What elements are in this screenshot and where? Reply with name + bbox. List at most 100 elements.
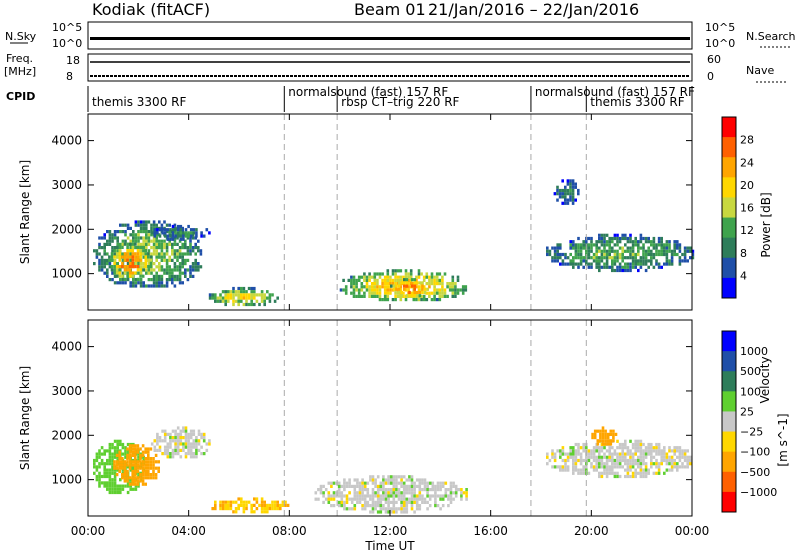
range-time-cell: [174, 436, 177, 440]
range-time-cell: [166, 448, 170, 452]
range-time-cell: [119, 484, 122, 488]
range-time-cell: [613, 256, 617, 260]
colorbar-frame: [721, 330, 737, 513]
range-time-cell: [428, 481, 432, 485]
range-time-cell: [184, 228, 188, 232]
range-time-cell: [460, 491, 463, 495]
range-time-cell: [376, 294, 379, 298]
range-time-cell: [551, 455, 554, 459]
range-time-cell: [577, 442, 580, 447]
range-time-cell: [350, 291, 353, 295]
range-time-cell: [98, 462, 101, 466]
range-time-cell: [128, 444, 132, 448]
range-time-cell: [182, 231, 185, 235]
range-time-cell: [631, 246, 635, 250]
range-time-cell: [365, 278, 369, 282]
range-time-cell: [405, 488, 409, 492]
range-time-cell: [195, 439, 198, 443]
range-time-cell: [132, 242, 135, 246]
range-time-cell: [621, 455, 624, 459]
range-time-cell: [343, 494, 346, 498]
range-time-cell: [626, 268, 630, 273]
range-time-cell: [373, 291, 377, 295]
range-time-cell: [392, 478, 396, 482]
range-time-cell: [108, 239, 112, 243]
range-time-cell: [572, 449, 575, 453]
range-time-cell: [108, 230, 112, 234]
range-time-cell: [596, 439, 600, 443]
range-time-cell: [566, 465, 570, 469]
range-time-cell: [387, 510, 390, 514]
range-time-cell: [582, 442, 585, 447]
range-time-cell: [413, 500, 416, 504]
range-time-cell: [374, 504, 377, 508]
range-time-cell: [250, 290, 253, 294]
range-time-cell: [394, 291, 397, 295]
range-time-cell: [147, 252, 150, 256]
range-time-cell: [417, 288, 421, 292]
range-time-cell: [176, 242, 179, 246]
colorbar-segment: [722, 137, 736, 158]
range-time-cell: [250, 507, 253, 511]
range-time-cell: [371, 500, 375, 504]
range-time-cell: [577, 246, 580, 250]
range-time-cell: [200, 445, 203, 449]
range-time-cell: [603, 246, 606, 250]
range-time-cell: [574, 465, 578, 469]
range-time-cell: [673, 246, 676, 250]
range-time-cell: [561, 458, 565, 463]
range-time-cell: [93, 462, 96, 466]
range-time-cell: [413, 290, 416, 295]
range-time-cell: [111, 465, 114, 469]
nsky-tick-low: 10^0: [52, 37, 82, 50]
range-time-cell: [637, 268, 640, 273]
range-time-cell: [141, 476, 145, 480]
range-time-cell: [371, 488, 375, 492]
range-time-cell: [678, 256, 682, 260]
range-time-cell: [131, 482, 134, 486]
range-time-cell: [378, 294, 382, 298]
range-time-cell: [600, 446, 604, 450]
range-time-cell: [152, 242, 156, 246]
range-time-cell: [126, 449, 130, 453]
range-time-cell: [400, 491, 403, 495]
range-time-cell: [631, 474, 635, 479]
range-time-cell: [572, 240, 575, 244]
range-time-cell: [668, 455, 671, 459]
range-time-cell: [229, 507, 233, 511]
range-time-cell: [268, 299, 272, 303]
range-time-cell: [111, 239, 114, 243]
range-time-cell: [454, 285, 457, 289]
range-time-cell: [361, 478, 364, 482]
range-time-cell: [582, 243, 585, 247]
range-time-cell: [637, 246, 640, 250]
range-time-cell: [124, 452, 127, 456]
range-time-cell: [353, 497, 357, 501]
range-time-cell: [134, 233, 138, 237]
range-time-cell: [353, 494, 357, 498]
range-time-cell: [634, 240, 637, 244]
range-time-cell: [356, 500, 359, 504]
range-time-cell: [652, 265, 656, 269]
range-time-cell: [624, 236, 627, 241]
range-time-cell: [123, 271, 127, 275]
range-time-cell: [553, 256, 557, 260]
range-time-cell: [115, 255, 119, 259]
range-time-cell: [446, 282, 449, 286]
range-time-cell: [157, 469, 160, 473]
range-time-cell: [383, 282, 387, 286]
range-time-cell: [156, 436, 159, 440]
range-time-cell: [147, 473, 150, 477]
range-time-cell: [176, 278, 179, 282]
range-time-cell: [136, 444, 140, 448]
range-time-cell: [585, 446, 588, 450]
range-time-cell: [98, 262, 101, 266]
range-time-cell: [121, 463, 124, 467]
range-time-cell: [147, 460, 150, 464]
range-time-cell: [144, 252, 148, 256]
range-time-cell: [199, 252, 203, 256]
range-time-cell: [100, 236, 104, 240]
range-time-cell: [108, 236, 112, 240]
range-time-cell: [142, 265, 145, 269]
range-time-cell: [93, 458, 96, 463]
